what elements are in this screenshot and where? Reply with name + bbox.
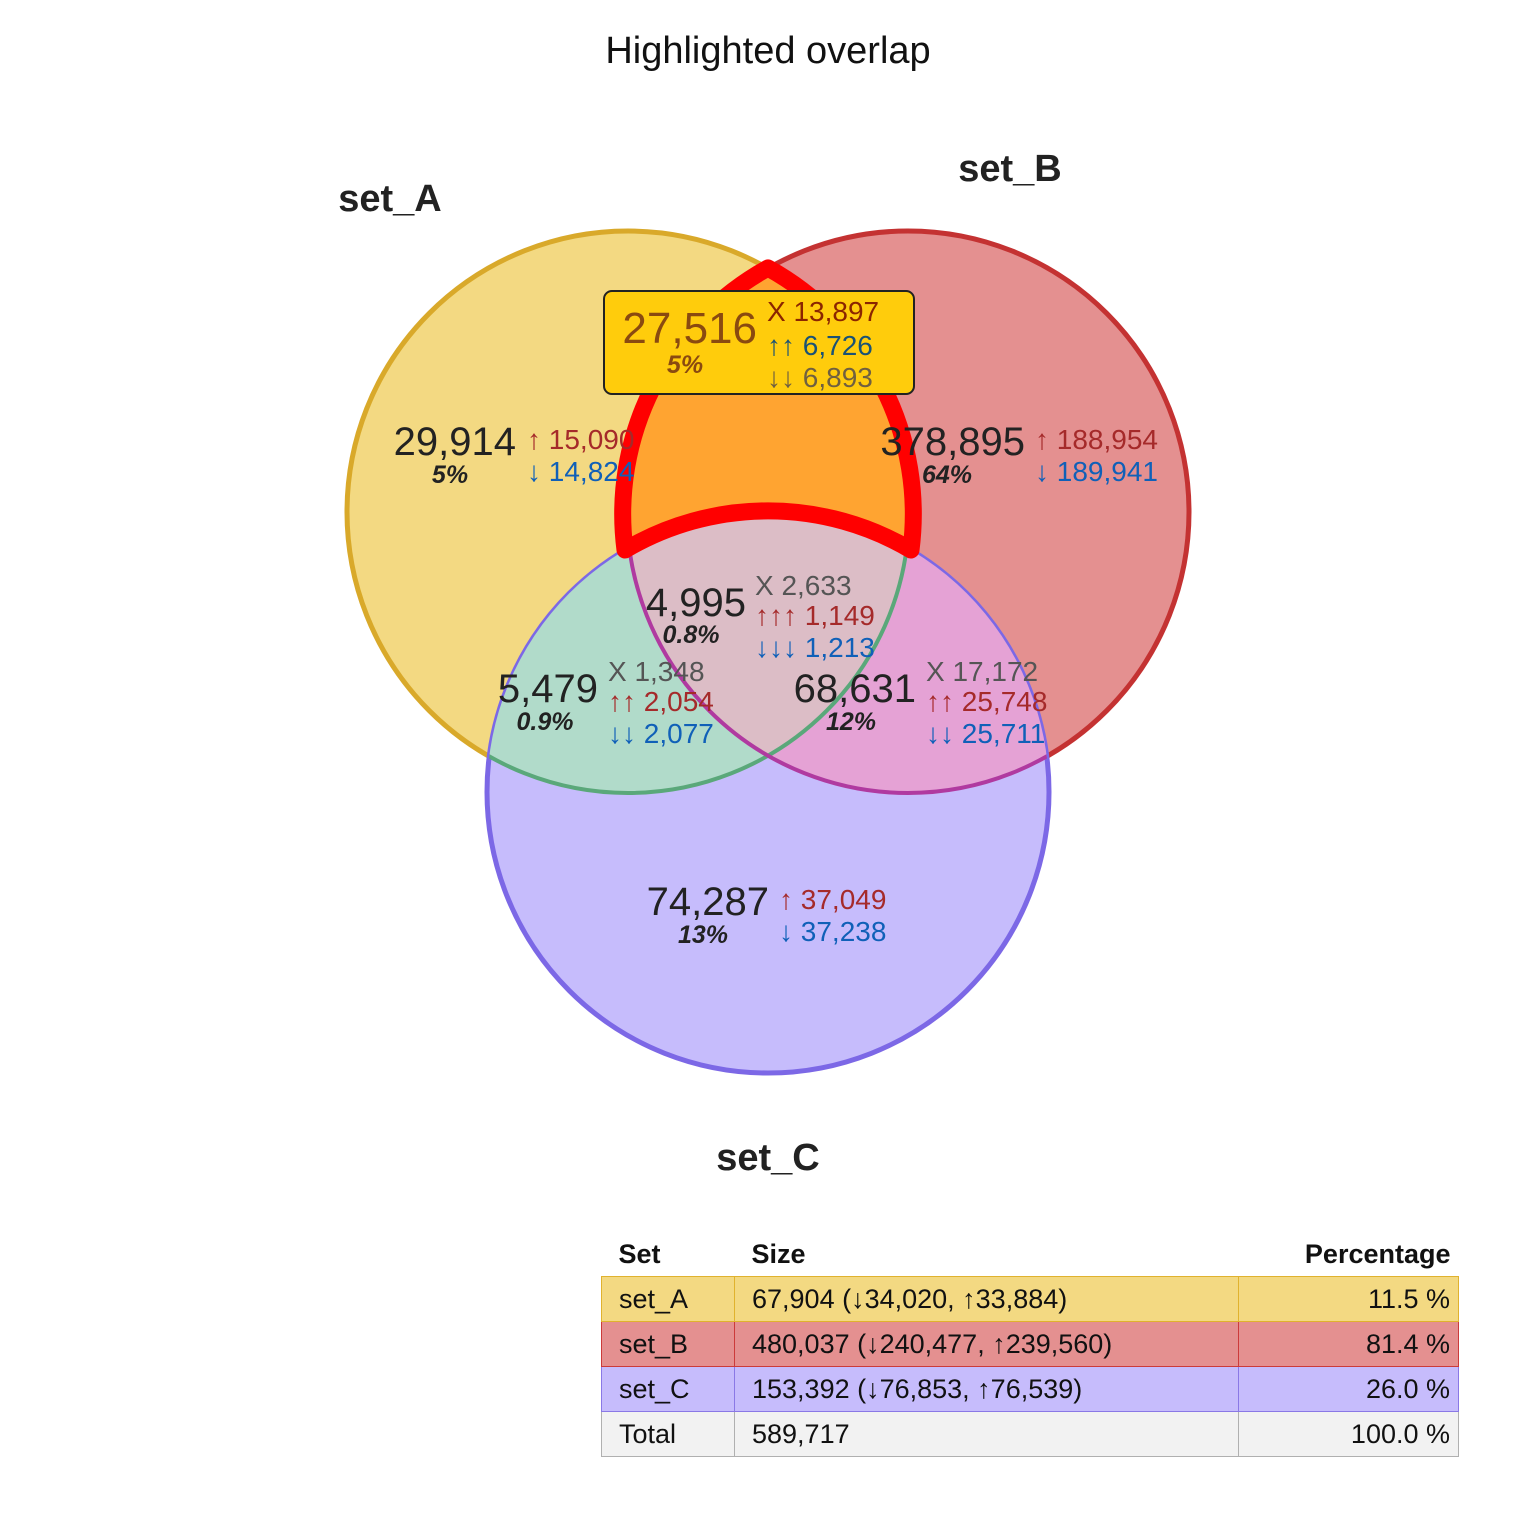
region-abc-count: 4,995 [646,581,746,625]
region-a-only-label: 29,914 5% ↑ 15,090 ↓ 14,824 [394,420,635,489]
region-abc-label: 4,995 0.8% X 2,633 ↑↑↑ 1,149 ↓↓↓ 1,213 [646,570,875,663]
cell-set: set_A [601,1276,735,1322]
region-b-only-label: 378,895 64% ↑ 188,954 ↓ 189,941 [880,420,1158,489]
table-header-row: Set Size Percentage [602,1232,1459,1277]
region-abc-percent: 0.8% [663,621,720,649]
table-row: set_B 480,037 (↓240,477, ↑239,560) 81.4 … [601,1321,1459,1367]
cell-set: set_B [601,1321,735,1367]
region-ac-up: ↑↑ 2,054 [608,686,714,717]
region-ac-x: X 1,348 [608,656,705,687]
region-ab-percent: 5% [667,351,703,379]
region-b-only-up: ↑ 188,954 [1035,424,1158,455]
region-ac-percent: 0.9% [517,708,574,736]
region-ab-count: 27,516 [622,304,757,353]
region-a-only-up: ↑ 15,090 [527,424,634,455]
set-label-a: set_A [338,178,442,220]
region-ac-count: 5,479 [498,667,598,711]
header-size: Size [751,1238,806,1269]
table-row: set_A 67,904 (↓34,020, ↑33,884) 11.5 % [601,1276,1459,1322]
region-b-only-percent: 64% [922,461,972,489]
region-bc-x: X 17,172 [926,656,1038,687]
region-bc-down: ↓↓ 25,711 [926,718,1045,749]
table-row: Total 589,717 100.0 % [601,1411,1459,1457]
region-abc-x: X 2,633 [755,570,852,601]
region-ac-label: 5,479 0.9% X 1,348 ↑↑ 2,054 ↓↓ 2,077 [498,656,714,749]
region-c-only-count: 74,287 [647,880,769,924]
table-row: set_C 153,392 (↓76,853, ↑76,539) 26.0 % [601,1366,1459,1412]
cell-set: Total [601,1411,735,1457]
region-a-only-count: 29,914 [394,420,516,464]
region-ac-down: ↓↓ 2,077 [608,718,714,749]
region-bc-percent: 12% [826,708,876,736]
region-c-only-label: 74,287 13% ↑ 37,049 ↓ 37,238 [647,880,887,949]
region-bc-count: 68,631 [794,667,916,711]
set-summary-table: Set Size Percentage set_A 67,904 (↓34,02… [601,1232,1459,1457]
region-b-only-count: 378,895 [880,420,1025,464]
cell-size: 480,037 (↓240,477, ↑239,560) [734,1321,1239,1367]
region-ab-x: X 13,897 [767,296,879,327]
highlight-label-box [603,290,915,395]
region-c-only-down: ↓ 37,238 [779,916,886,947]
region-bc-label: 68,631 12% X 17,172 ↑↑ 25,748 ↓↓ 25,711 [794,656,1048,749]
cell-size: 589,717 [734,1411,1239,1457]
cell-percentage: 81.4 % [1238,1321,1459,1367]
header-set: Set [618,1238,661,1269]
region-b-only-down: ↓ 189,941 [1035,456,1158,487]
set-label-c: set_C [716,1137,820,1179]
region-abc-down: ↓↓↓ 1,213 [755,632,875,663]
region-ab-down: ↓↓ 6,893 [767,362,873,393]
region-c-only-percent: 13% [678,921,728,949]
region-a-only-down: ↓ 14,824 [527,456,634,487]
region-bc-up: ↑↑ 25,748 [926,686,1047,717]
cell-percentage: 26.0 % [1238,1366,1459,1412]
region-c-only-up: ↑ 37,049 [779,884,886,915]
cell-size: 67,904 (↓34,020, ↑33,884) [734,1276,1239,1322]
region-ab-up: ↑↑ 6,726 [767,330,873,361]
cell-set: set_C [601,1366,735,1412]
header-percentage: Percentage [1304,1238,1451,1269]
set-label-b: set_B [958,148,1062,190]
diagram-title: Highlighted overlap [605,30,930,72]
cell-size: 153,392 (↓76,853, ↑76,539) [734,1366,1239,1412]
region-a-only-percent: 5% [432,461,468,489]
region-ab-label: 27,516 5% X 13,897 ↑↑ 6,726 ↓↓ 6,893 [622,296,879,393]
region-abc-up: ↑↑↑ 1,149 [755,600,875,631]
cell-percentage: 11.5 % [1238,1276,1459,1322]
cell-percentage: 100.0 % [1238,1411,1459,1457]
